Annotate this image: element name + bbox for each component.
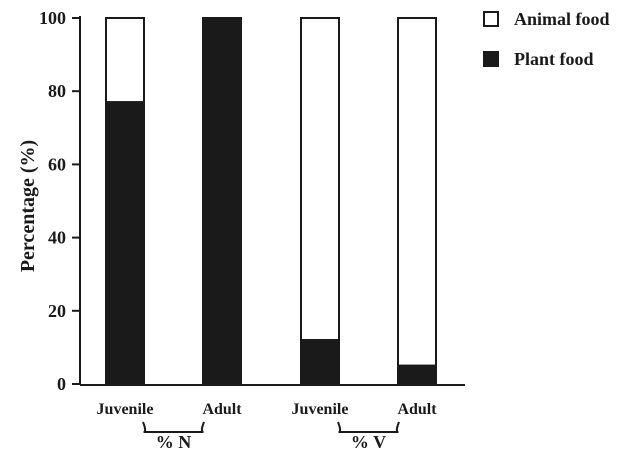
bars bbox=[105, 17, 437, 386]
legend-swatch bbox=[483, 51, 499, 67]
bar-animal-food bbox=[105, 17, 145, 104]
y-tick-label: 20 bbox=[48, 301, 66, 321]
y-tick-label: 100 bbox=[39, 8, 66, 28]
category-label: Juvenile bbox=[97, 401, 154, 418]
category-label: Adult bbox=[202, 401, 242, 418]
group-label: % N bbox=[156, 432, 192, 452]
legend-label: Plant food bbox=[514, 49, 594, 69]
bar-animal-food bbox=[300, 17, 340, 342]
y-tick-label: 0 bbox=[57, 374, 66, 394]
bar-animal-food bbox=[397, 17, 437, 367]
y-tick-label: 40 bbox=[48, 228, 66, 248]
bar-plant-food bbox=[397, 364, 437, 386]
y-ticks: 0 20 40 60 80 100 bbox=[39, 8, 80, 394]
group-bracket bbox=[142, 421, 205, 433]
group-bracket bbox=[337, 421, 400, 433]
legend-swatch bbox=[483, 11, 499, 27]
legend: Animal food Plant food bbox=[483, 9, 610, 69]
y-axis-title: Percentage (%) bbox=[17, 140, 39, 272]
group-label: % V bbox=[351, 432, 386, 452]
bar-plant-food bbox=[300, 339, 340, 385]
legend-label: Animal food bbox=[514, 9, 610, 29]
bar-plant-food bbox=[105, 101, 145, 386]
y-tick-label: 60 bbox=[48, 154, 66, 174]
category-label: Juvenile bbox=[292, 401, 349, 418]
bar-plant-food bbox=[202, 18, 242, 386]
group-labels: % N % V bbox=[142, 421, 400, 452]
category-labels: Juvenile Adult Juvenile Adult bbox=[97, 401, 438, 418]
category-label: Adult bbox=[397, 401, 437, 418]
y-tick-label: 80 bbox=[48, 81, 66, 101]
